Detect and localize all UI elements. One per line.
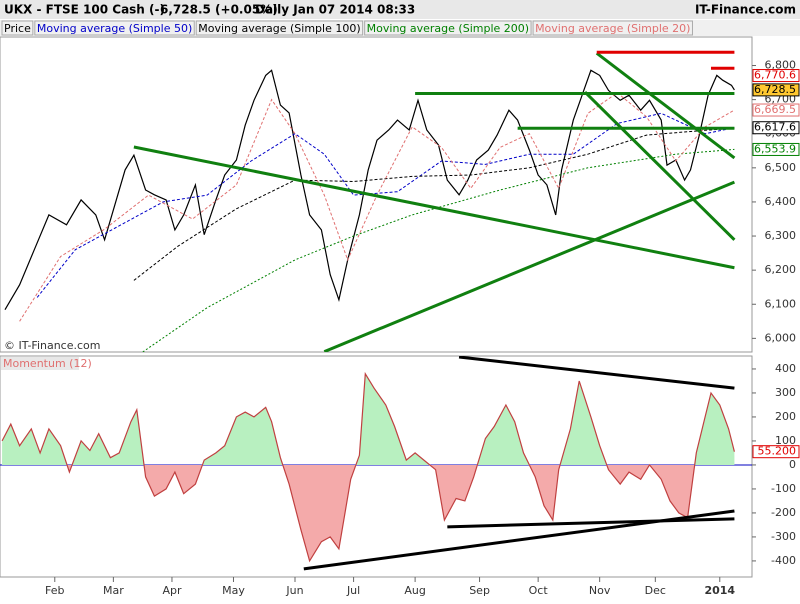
watermark: © IT-Finance.com (4, 339, 101, 352)
series-line (1, 371, 735, 563)
x-tick-label: Jul (346, 584, 360, 597)
price-label: 6,553.9 (754, 142, 796, 155)
legend-entry: Price (4, 22, 31, 35)
price-label: 6,728.5 (754, 83, 796, 96)
legend-box (1, 20, 34, 36)
series-line (142, 148, 735, 352)
quote: 6,728.5 (+0.05%) (160, 3, 278, 17)
price-label: 6,617.6 (754, 121, 796, 134)
x-tick-label: May (222, 584, 245, 597)
y-tick-label: 6,200 (765, 263, 797, 276)
momentum-panel (0, 355, 753, 578)
header-bar (0, 0, 800, 19)
y-tick-label: -400 (771, 554, 796, 567)
series-line (19, 92, 735, 322)
y-tick-label: 400 (775, 362, 796, 375)
legend-box (532, 20, 693, 36)
price-label: 6,770.6 (754, 69, 796, 82)
panel-title: Momentum (12) (3, 357, 92, 370)
panel-title-bg (1, 357, 79, 370)
legend-entry: Moving average (Simple 200) (367, 22, 529, 35)
trend-line (458, 356, 735, 390)
price-label-box (752, 445, 800, 459)
area-positive (2, 373, 735, 465)
series-line (133, 127, 735, 281)
price-label-box (752, 142, 800, 156)
y-tick-label: 100 (775, 434, 796, 447)
x-tick-label: Mar (103, 584, 124, 597)
trend-line (583, 91, 736, 241)
x-tick-label: Nov (589, 584, 611, 597)
price-label: 55.200 (758, 445, 797, 458)
legend-bar (0, 20, 800, 36)
brand: IT-Finance.com (695, 3, 796, 17)
price-label-box (752, 69, 800, 83)
y-tick-label: 0 (789, 458, 796, 471)
price-label: 6,669.5 (754, 103, 796, 116)
x-tick-label: Jun (285, 584, 303, 597)
price-label-box (752, 121, 800, 135)
legend-box (364, 20, 532, 36)
legend-box (195, 20, 364, 36)
period: Daily Jan 07 2014 08:33 (255, 3, 415, 17)
y-tick-label: 6,000 (765, 331, 797, 344)
trend-line (595, 52, 736, 160)
series-line (4, 69, 735, 311)
x-tick-label: Sep (469, 584, 490, 597)
legend-entry: Moving average (Simple 100) (198, 22, 360, 35)
x-tick-label: Oct (529, 584, 549, 597)
legend-entry: Moving average (Simple 50) (37, 22, 192, 35)
x-tick-label: Dec (645, 584, 666, 597)
y-tick-label: 6,400 (765, 195, 797, 208)
x-tick-label: Feb (45, 584, 64, 597)
x-tick-label: Apr (162, 584, 182, 597)
trend-line (323, 180, 735, 352)
y-tick-label: 6,100 (765, 297, 797, 310)
price-label-box (752, 103, 800, 117)
x-tick-label: Aug (404, 584, 425, 597)
y-tick-label: 6,500 (765, 161, 797, 174)
plot-area (4, 37, 736, 352)
trend-line (447, 517, 735, 529)
x-tick-label: 2014 (704, 584, 735, 597)
legend-entry: Moving average (Simple 20) (535, 22, 690, 35)
plot-area (1, 356, 735, 571)
y-tick-label: -100 (771, 482, 796, 495)
series-line (36, 112, 735, 298)
y-tick-label: 300 (775, 386, 796, 399)
legend-box (34, 20, 195, 36)
y-tick-label: 200 (775, 410, 796, 423)
price-label-box (752, 83, 800, 97)
y-tick-label: 6,800 (765, 59, 797, 72)
y-tick-label: -300 (771, 530, 796, 543)
y-tick-label: 6,300 (765, 229, 797, 242)
y-tick-label: -200 (771, 506, 796, 519)
trend-line (133, 145, 735, 270)
symbol: UKX - FTSE 100 Cash (-) (4, 3, 165, 17)
